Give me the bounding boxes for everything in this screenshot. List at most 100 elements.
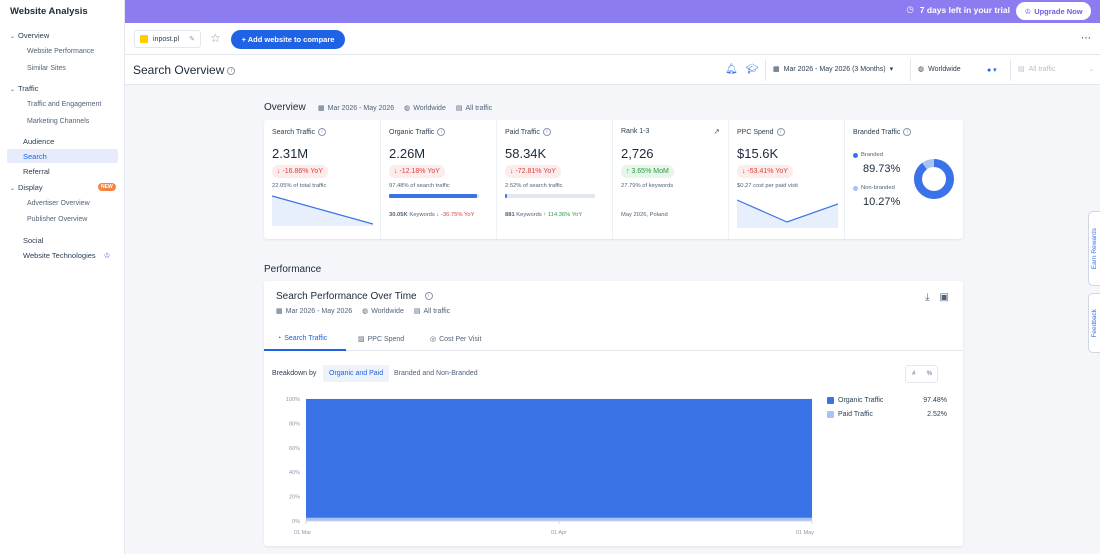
add-website-button[interactable]: + Add website to compare [231,30,345,49]
overview-traffic-text: All traffic [465,104,493,112]
trial-notice: ◷ 7 days left in your trial [906,4,1010,15]
kpi-label: Organic Traffic i [389,128,446,136]
breakdown-branded-nonbranded[interactable]: Branded and Non-Branded [394,370,478,377]
y-tick-label: 100% [286,397,300,403]
performance-meta: ▦ Mar 2026 - May 2026 ◍ Worldwide ▤ All tra… [276,307,451,316]
chevron-down-icon: ⌄ [10,34,16,40]
branded-value: 89.73% [863,163,901,175]
kpi-change-badge: ↑ 3.65% MoM [621,165,674,178]
info-icon[interactable]: i [542,128,551,136]
overview-traffic: ▤ All traffic [456,104,493,113]
site-selector[interactable]: inpost.pl ✎ [134,30,201,48]
bell-icon[interactable]: 🔔︎ [725,64,738,75]
more-options-icon[interactable]: ⋯ [1081,33,1092,44]
info-icon[interactable]: i [903,128,912,136]
kpi-search-traffic[interactable]: Search Traffic i 2.31M ↓ -16.86% YoY 22.0… [264,120,381,239]
header-icons: 🔔︎ 🎓︎ [725,64,758,75]
overview-geo-text: Worldwide [413,104,446,112]
organic-share-bar [389,194,479,198]
overview-date: ▦ Mar 2026 - May 2026 [318,104,394,113]
country-selector[interactable]: ◍ Worldwide [918,65,961,74]
kpi-change-badge: ↓ -16.86% YoY [272,165,328,178]
sidebar-item-search[interactable]: Search [23,152,47,161]
external-link-icon[interactable]: ↗ [713,127,720,136]
feedback-tab[interactable]: Feedback [1088,293,1100,353]
filter-icon: ▤ [1018,66,1025,73]
sidebar-item-traffic-engagement[interactable]: Traffic and Engagement [27,101,102,108]
sidebar: Website Analysis ⌄ Overview Website Perfo… [0,0,125,554]
kpi-change-badge: ↓ -12.18% YoY [389,165,445,178]
kpi-label-text: Organic Traffic [389,128,435,136]
sidebar-item-referral[interactable]: Referral [23,167,50,176]
sidebar-item-publisher-overview[interactable]: Publisher Overview [27,216,88,223]
legend-name: Paid Traffic [838,411,873,418]
site-name: inpost.pl [153,35,180,43]
kpi-value: 2.31M [272,146,309,161]
breakdown-organic-paid[interactable]: Organic and Paid [323,365,390,382]
tab-search-traffic[interactable]: ◔ Search Traffic [277,335,327,342]
kpi-label-text: Paid Traffic [505,128,540,136]
performance-traffic-text: All traffic [423,307,451,315]
date-range-picker[interactable]: ▦ Mar 2026 - May 2026 (3 Months) ▾ [773,65,893,74]
earn-rewards-tab[interactable]: Earn Rewards [1088,211,1100,286]
graduation-cap-icon[interactable]: 🎓︎ [745,64,759,75]
legend-checkbox-icon [827,397,834,404]
clock-icon: ◔ [277,335,282,342]
toggle-number[interactable]: # [912,371,916,377]
upgrade-button[interactable]: ♔ Upgrade Now [1016,2,1091,20]
sidebar-item-audience[interactable]: Audience [23,137,55,146]
kpi-rank[interactable]: Rank 1-3 ↗ 2,726 ↑ 3.65% MoM 27.79% of k… [613,120,729,239]
kpi-label-text: Branded Traffic [853,128,901,136]
traffic-filter[interactable]: ▤ All traffic [1018,65,1055,74]
legend-organic[interactable]: Organic Traffic 97.48% [827,397,947,404]
tab-ppc-spend[interactable]: ▨ PPC Spend [358,335,404,344]
sidebar-item-marketing-channels[interactable]: Marketing Channels [27,118,90,125]
sidebar-item-similar-sites[interactable]: Similar Sites [27,65,66,72]
country-label: Worldwide [928,65,961,73]
page-title: Search Overview i [133,63,236,77]
tab-cost-per-visit[interactable]: ◎ Cost Per Visit [430,335,481,344]
sidebar-item-advertiser-overview[interactable]: Advertiser Overview [27,200,90,207]
performance-panel: Search Performance Over Time i ▦ Mar 2026 … [264,281,963,546]
info-icon[interactable]: i [227,66,236,75]
kpi-label: Branded Traffic i [853,128,912,136]
kpi-ppc-spend[interactable]: PPC Spend i $15.6K ↓ -53.41% YoY $0.27 co… [729,120,845,239]
kpi-panel: Search Traffic i 2.31M ↓ -16.86% YoY 22.0… [264,120,963,239]
info-icon[interactable]: i [424,292,433,301]
kpi-subtext: 2.52% of search traffic [505,183,563,189]
sidebar-item-website-technologies[interactable]: Website Technologies ♔ [23,251,110,260]
legend-paid[interactable]: Paid Traffic 2.52% [827,411,947,418]
y-tick-label: 60% [289,446,300,452]
performance-actions: ⤓ ▣ [925,292,949,303]
active-tab-indicator [264,349,346,351]
kpi-paid-traffic[interactable]: Paid Traffic i 58.34K ↓ -72.81% YoY 2.52%… [497,120,613,239]
chevron-down-icon[interactable]: ⌄ [1088,67,1094,73]
pencil-icon[interactable]: ✎ [189,36,195,43]
web-source-selector[interactable]: ● ▾ [987,67,997,74]
sidebar-item-website-performance[interactable]: Website Performance [27,48,95,55]
nonbranded-legend: Non-branded [853,185,895,191]
performance-heading: Performance [264,264,322,275]
info-icon[interactable]: i [437,128,446,136]
kpi-branded-traffic[interactable]: Branded Traffic i Branded 89.73% Non-bran… [845,120,963,239]
kpi-subtext: 27.79% of keywords [621,183,674,189]
page-header: Search Overview i 🔔︎ 🎓︎ ▦ Mar 2026 - May … [125,55,1100,85]
keywords-change: ↑ 114.36% YoY [543,212,583,218]
calendar-icon: ▦ [276,308,283,315]
kpi-change-badge: ↓ -72.81% YoY [505,165,561,178]
performance-date: ▦ Mar 2026 - May 2026 [276,307,352,316]
download-icon[interactable]: ⤓ [925,292,930,303]
chevron-down-icon: ⌄ [10,186,16,192]
sidebar-item-social[interactable]: Social [23,236,44,245]
sidebar-item-display[interactable]: ⌄ Display [10,183,43,192]
toggle-percent[interactable]: % [926,371,932,377]
star-icon[interactable]: ☆ [210,31,221,45]
excel-export-icon[interactable]: ▣ [939,292,949,303]
info-icon[interactable]: i [318,128,327,136]
kpi-organic-traffic[interactable]: Organic Traffic i 2.26M ↓ -12.18% YoY 97.… [381,120,497,239]
sidebar-item-traffic[interactable]: ⌄ Traffic [10,84,38,93]
sidebar-item-overview[interactable]: ⌄ Overview [10,31,49,40]
new-badge: NEW [98,183,116,191]
kpi-label: Paid Traffic i [505,128,551,136]
info-icon[interactable]: i [776,128,785,136]
